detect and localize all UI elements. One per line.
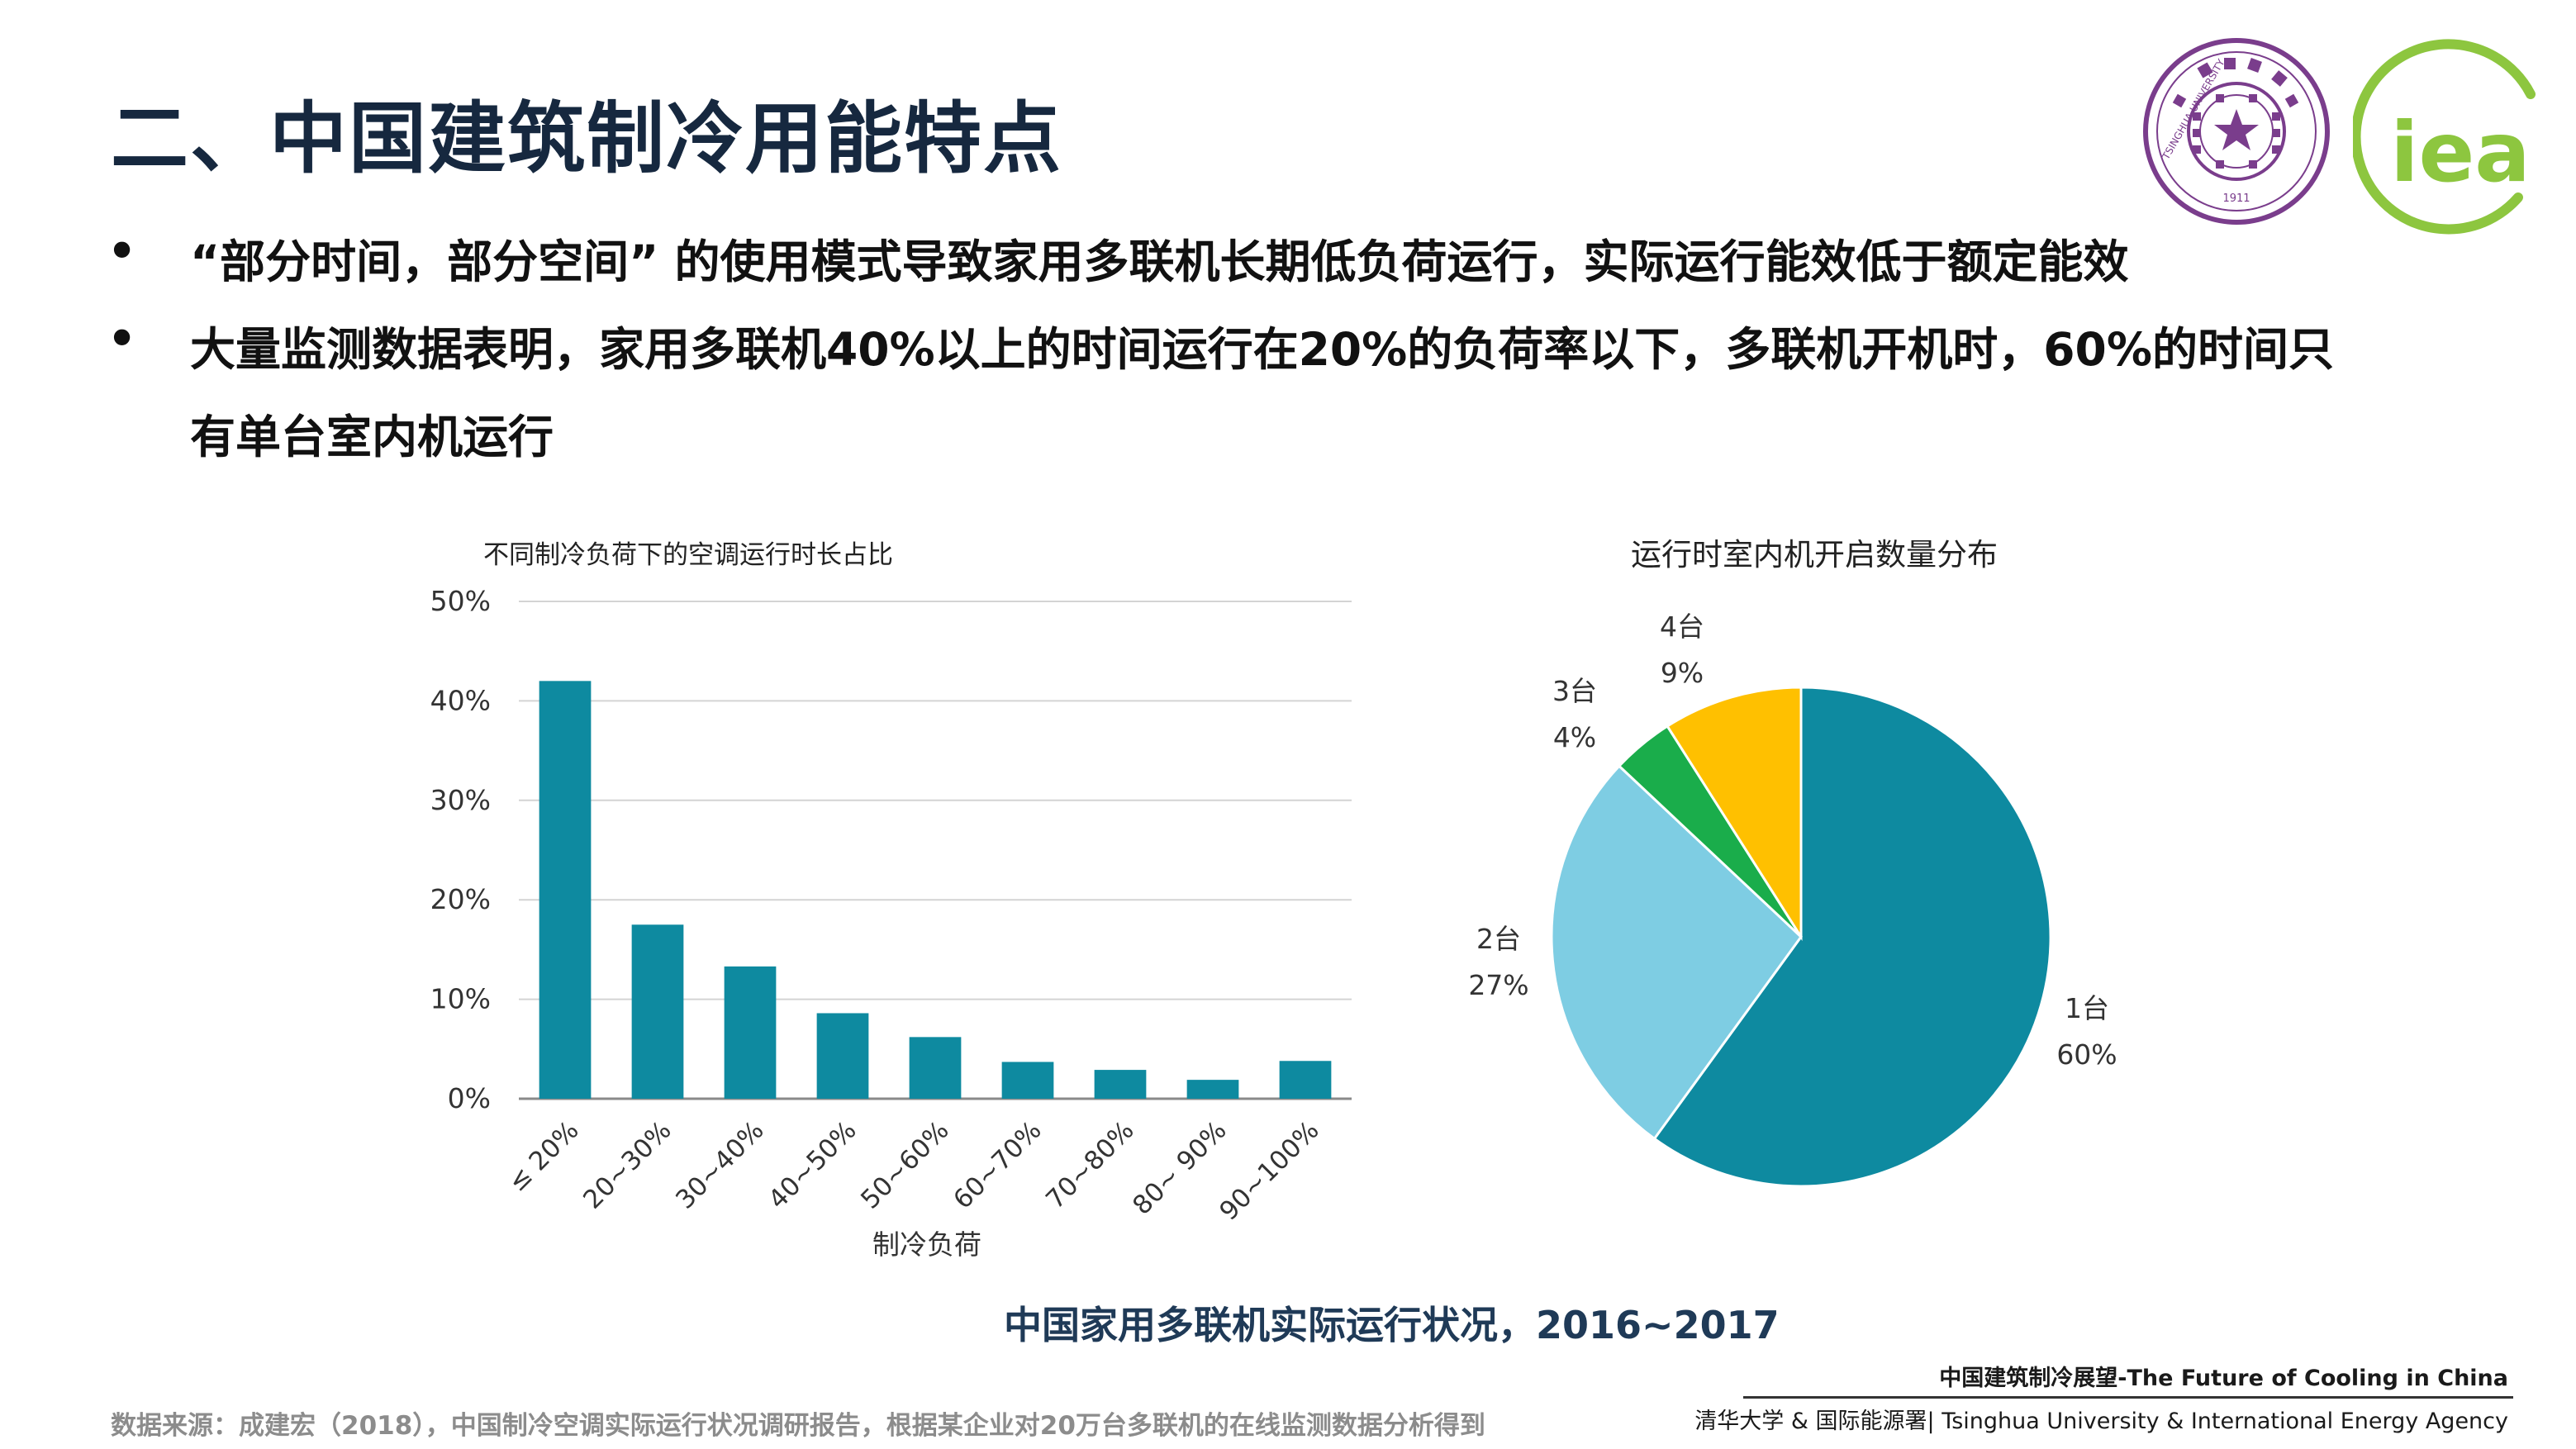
x-axis-label: 制冷负荷 [872, 1228, 981, 1261]
figure-caption: 中国家用多联机实际运行状况，2016~2017 [1004, 1303, 1780, 1347]
page-title: 二、中国建筑制冷用能特点 [111, 94, 1063, 184]
bar [1279, 1061, 1332, 1099]
y-tick-label: 20% [430, 883, 491, 915]
y-tick-label: 10% [430, 983, 491, 1015]
pie-slice-value: 27% [1468, 969, 1528, 1001]
x-tick-label: 60~70% [948, 1115, 1047, 1214]
x-tick-label: 90~100% [1214, 1115, 1324, 1226]
tsinghua-logo: 1911 TSINGHUA UNIVERSITY [2143, 38, 2330, 225]
bullet-marker: • [107, 312, 137, 365]
pie-slice-value: 4% [1553, 721, 1596, 753]
bullet-text: 大量监测数据表明，家用多联机40%以上的时间运行在20%的负荷率以下，多联机开机… [190, 323, 2334, 376]
x-tick-label: 40~50% [763, 1115, 862, 1214]
x-tick-label: 20~30% [577, 1115, 677, 1214]
bullet-marker: • [107, 225, 137, 278]
x-tick-label: 30~40% [670, 1115, 769, 1214]
footer-divider [1743, 1396, 2513, 1399]
data-source-note: 数据来源：成建宏（2018），中国制冷空调实际运行状况调研报告，根据某企业对20… [111, 1411, 1485, 1441]
iea-logo: iea [2353, 39, 2536, 235]
bar [816, 1013, 869, 1099]
pie-slice [1666, 686, 1803, 942]
pie-slice-label: 1台 [2065, 992, 2109, 1024]
bar [1001, 1062, 1054, 1099]
bar [1094, 1070, 1147, 1099]
bar [631, 924, 684, 1099]
y-tick-label: 30% [430, 784, 491, 816]
y-tick-label: 50% [430, 585, 491, 617]
y-tick-label: 40% [430, 684, 491, 716]
pie-slice-value: 60% [2056, 1038, 2117, 1071]
tsinghua-year: 1911 [2222, 192, 2250, 205]
footer-title: 中国建筑制冷展望-The Future of Cooling in China [1939, 1366, 2508, 1391]
bar [724, 966, 777, 1099]
y-tick-label: 0% [448, 1082, 491, 1114]
pie-chart-title: 运行时室内机开启数量分布 [1631, 537, 1998, 572]
pie-slice-label: 3台 [1552, 675, 1597, 707]
bullet-text: 有单台室内机运行 [190, 411, 554, 463]
pie-slice [1652, 686, 2052, 1188]
bar [539, 681, 592, 1099]
x-tick-label: 50~60% [855, 1115, 954, 1214]
x-tick-label: ≤ 20% [502, 1115, 585, 1198]
bullet-text: “部分时间，部分空间” 的使用模式导致家用多联机长期低负荷运行，实际运行能效低于… [190, 235, 2129, 288]
footer-organization: 清华大学 & 国际能源署| Tsinghua University & Inte… [1694, 1409, 2508, 1434]
x-tick-label: 70~80% [1040, 1115, 1139, 1214]
bar-chart-title: 不同制冷负荷下的空调运行时长占比 [483, 540, 893, 570]
pie-slice [1550, 764, 1803, 1141]
pie-slice-label: 2台 [1476, 923, 1521, 955]
bar [909, 1037, 962, 1099]
iea-logo-text: iea [2390, 104, 2531, 201]
pie-slice-value: 9% [1661, 657, 1704, 689]
pie-slice-label: 4台 [1660, 610, 1704, 643]
bar [1186, 1080, 1239, 1099]
